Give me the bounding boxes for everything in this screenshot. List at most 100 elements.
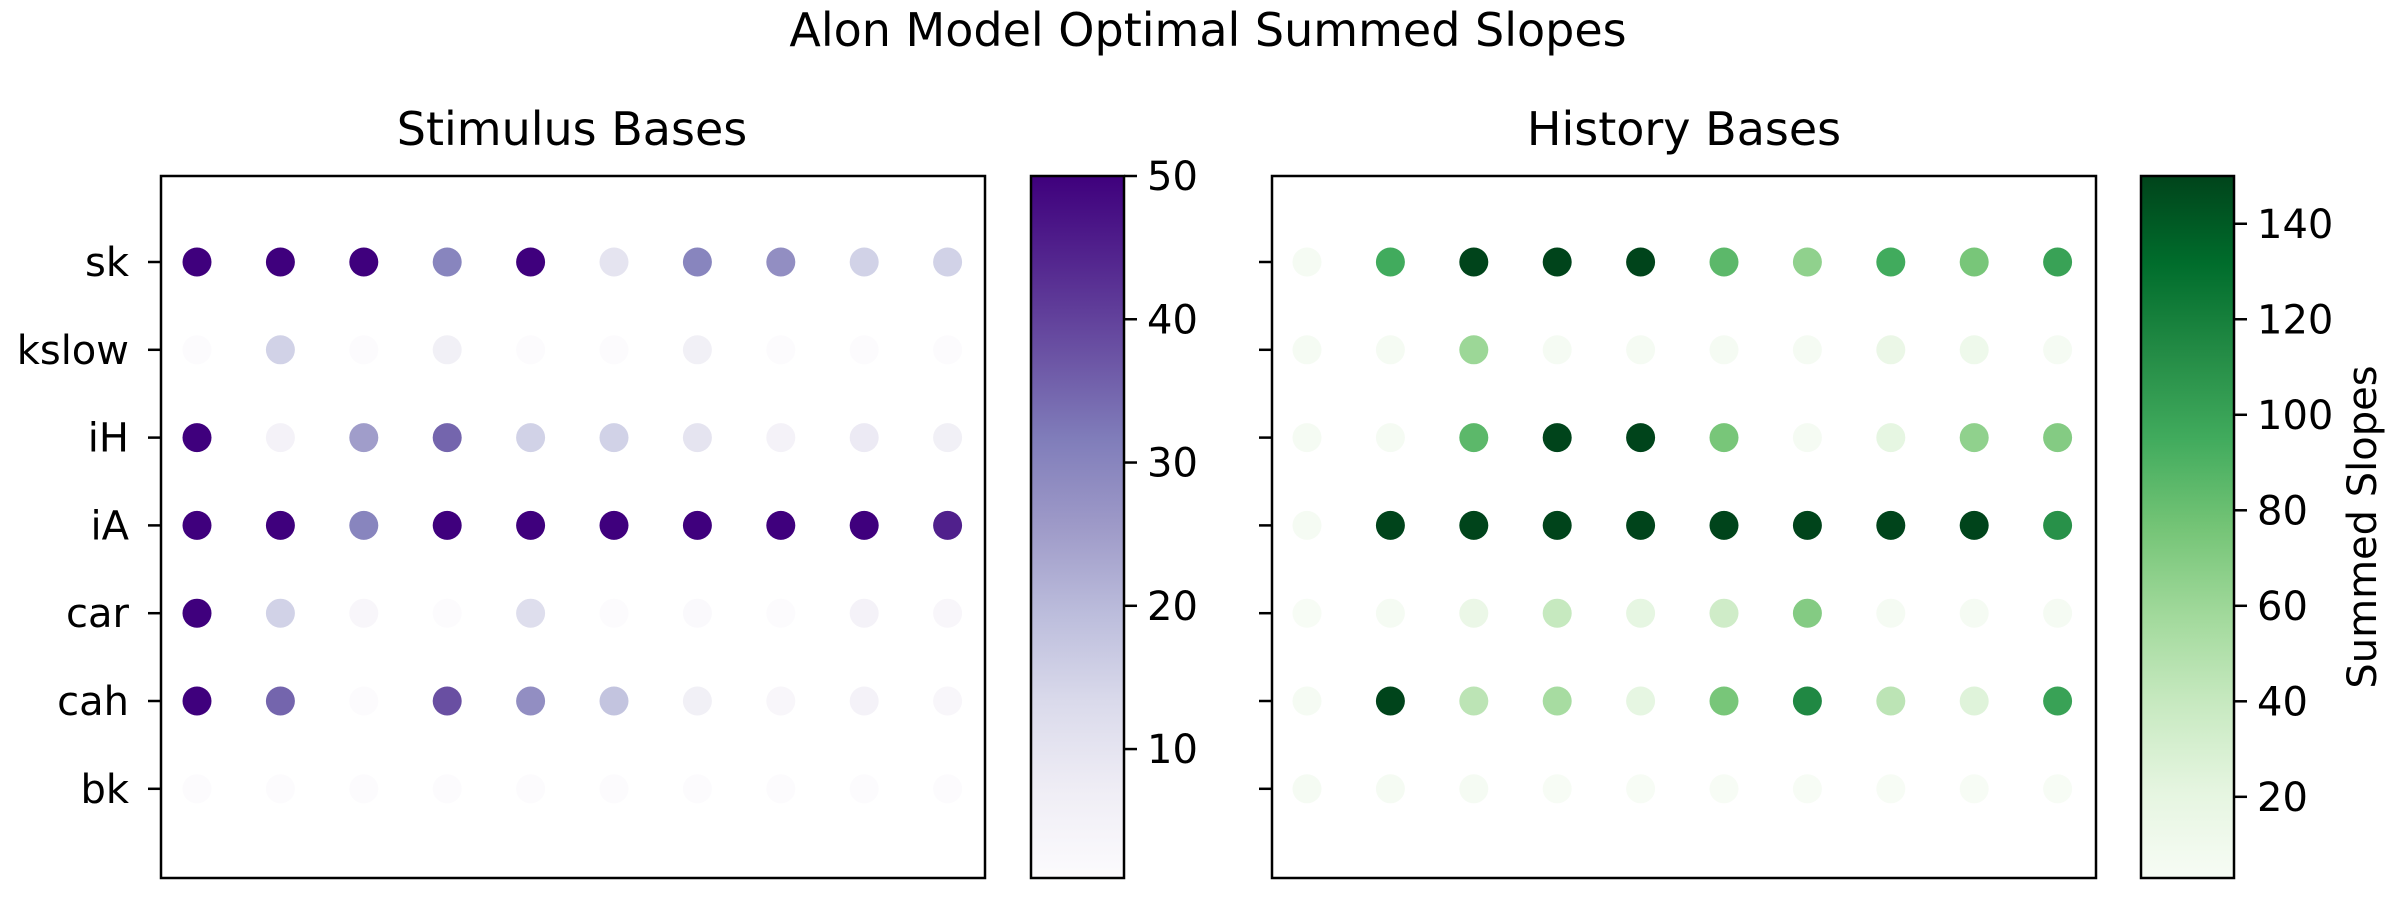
heatmap-dot [265, 335, 295, 365]
heatmap-dot [1626, 335, 1656, 365]
heatmap-dot [682, 598, 712, 628]
heatmap-dot [182, 335, 212, 365]
heatmap-dot [1375, 686, 1405, 716]
heatmap-dot [1626, 686, 1656, 716]
heatmap-dot [1292, 774, 1322, 804]
colorbar-tick-label: 20 [2257, 775, 2308, 821]
heatmap-dot [516, 423, 546, 453]
heatmap-dot [1542, 510, 1572, 540]
y-axis-ticks: sk kslow iH iA car cah bk [17, 240, 161, 813]
y-tick-label: iH [88, 416, 129, 462]
colorbar-tick-label: 100 [2257, 393, 2333, 439]
heatmap-dot [1375, 510, 1405, 540]
heatmap-dot [349, 247, 379, 277]
colorbar-tick-label: 40 [2257, 679, 2308, 725]
heatmap-dot [1709, 247, 1739, 277]
colorbar-gradient [1029, 174, 1126, 880]
heatmap-dot [1292, 335, 1322, 365]
heatmap-dot [1459, 247, 1489, 277]
heatmap-dot [1876, 423, 1906, 453]
heatmap-dot [1959, 335, 1989, 365]
colorbar-ticks: 20 40 60 80 100 120 140 [2234, 202, 2333, 821]
heatmap-dot [1375, 598, 1405, 628]
heatmap-dot [1375, 423, 1405, 453]
heatmap-dot [516, 774, 546, 804]
colorbar-label: Summed Slopes [2340, 365, 2386, 688]
y-tick-label: sk [85, 240, 130, 286]
heatmap-dot [1876, 598, 1906, 628]
heatmap-dot [849, 510, 879, 540]
heatmap-dot [766, 598, 796, 628]
history-bases-panel: History Bases [1259, 102, 2098, 880]
heatmap-dot [599, 686, 629, 716]
colorbar-tick-label: 60 [2257, 584, 2308, 630]
heatmap-dot [182, 423, 212, 453]
dot-grid [1292, 247, 2073, 804]
heatmap-dot [933, 686, 963, 716]
heatmap-dot [766, 510, 796, 540]
heatmap-dot [1542, 247, 1572, 277]
y-tick-label: cah [57, 679, 129, 725]
heatmap-dot [349, 423, 379, 453]
heatmap-dot [766, 686, 796, 716]
heatmap-dot [1292, 598, 1322, 628]
heatmap-dot [766, 247, 796, 277]
colorbar-tick-label: 50 [1147, 154, 1198, 200]
dot-grid [182, 247, 963, 804]
heatmap-dot [849, 774, 879, 804]
heatmap-dot [1375, 247, 1405, 277]
heatmap-dot [1459, 423, 1489, 453]
heatmap-dot [1876, 247, 1906, 277]
heatmap-dot [1459, 335, 1489, 365]
heatmap-dot [1542, 335, 1572, 365]
heatmap-dot [2043, 774, 2073, 804]
heatmap-dot [1792, 598, 1822, 628]
heatmap-dot [1292, 247, 1322, 277]
heatmap-dot [1876, 510, 1906, 540]
history-colorbar: 20 40 60 80 100 120 140 Summed Slopes [2139, 174, 2386, 880]
colorbar-ticks: 10 20 30 40 50 [1124, 154, 1198, 773]
plot-frame [159, 174, 987, 880]
heatmap-dot [2043, 335, 2073, 365]
y-axis-ticks [1259, 260, 1272, 791]
heatmap-dot [1542, 774, 1572, 804]
heatmap-dot [682, 247, 712, 277]
heatmap-dot [1292, 510, 1322, 540]
heatmap-dot [1542, 686, 1572, 716]
colorbar-tick-label: 30 [1147, 441, 1198, 487]
heatmap-dot [432, 247, 462, 277]
heatmap-dot [1792, 686, 1822, 716]
heatmap-dot [1626, 774, 1656, 804]
heatmap-dot [432, 335, 462, 365]
colorbar-tick-label: 20 [1147, 584, 1198, 630]
panel-title: History Bases [1527, 102, 1841, 156]
y-tick-label: car [66, 591, 130, 637]
colorbar-tick-label: 10 [1147, 727, 1198, 773]
y-tick-label: iA [91, 503, 130, 549]
heatmap-dot [599, 774, 629, 804]
heatmap-dot [182, 774, 212, 804]
heatmap-dot [849, 335, 879, 365]
heatmap-dot [682, 774, 712, 804]
heatmap-dot [265, 598, 295, 628]
heatmap-dot [182, 686, 212, 716]
heatmap-dot [1959, 423, 1989, 453]
heatmap-dot [182, 598, 212, 628]
heatmap-dot [682, 686, 712, 716]
heatmap-dot [2043, 247, 2073, 277]
heatmap-dot [1542, 423, 1572, 453]
heatmap-dot [1375, 774, 1405, 804]
heatmap-dot [349, 510, 379, 540]
heatmap-dot [1459, 510, 1489, 540]
heatmap-dot [349, 335, 379, 365]
heatmap-dot [1626, 598, 1656, 628]
stimulus-colorbar: 10 20 30 40 50 [1029, 154, 1198, 880]
heatmap-dot [432, 686, 462, 716]
heatmap-dot [766, 423, 796, 453]
heatmap-dot [682, 335, 712, 365]
heatmap-dot [1375, 335, 1405, 365]
heatmap-dot [1959, 510, 1989, 540]
heatmap-dot [516, 247, 546, 277]
heatmap-dot [1709, 510, 1739, 540]
